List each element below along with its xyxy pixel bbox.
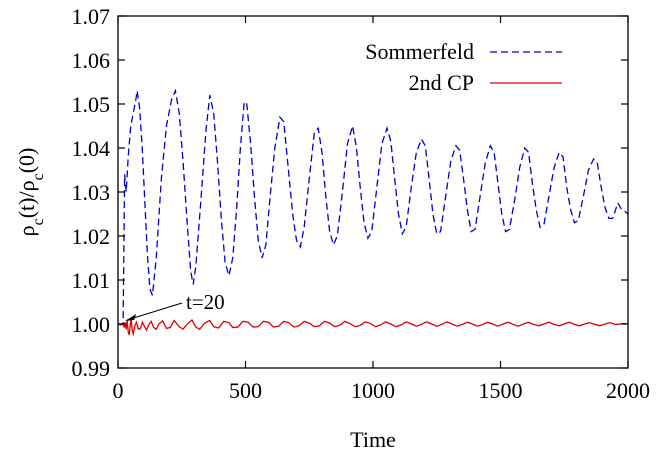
x-tick-label: 2000	[606, 378, 650, 403]
y-tick-label: 1.07	[72, 4, 111, 29]
y-tick-label: 1.02	[72, 224, 111, 249]
annotation-label: t=20	[186, 290, 225, 314]
annotation-arrow	[126, 302, 183, 321]
x-tick-label: 1000	[351, 378, 395, 403]
y-tick-label: 1.05	[72, 92, 111, 117]
y-tick-label: 1.06	[72, 48, 111, 73]
legend-label: Sommerfeld	[365, 39, 474, 64]
legend: Sommerfeld 2nd CP	[365, 39, 562, 95]
y-tick-label: 1.03	[72, 180, 111, 205]
legend-label: 2nd CP	[409, 70, 474, 95]
x-tick-label: 0	[113, 378, 124, 403]
annotation-arrowhead	[125, 314, 137, 321]
y-tick-label: 1.00	[72, 312, 111, 337]
y-tick-label: 1.04	[72, 136, 111, 161]
y-axis-title: ρc(t)/ρc(0)	[14, 148, 47, 237]
y-tick-label: 0.99	[72, 356, 111, 381]
y-tick-label: 1.01	[72, 268, 111, 293]
plot-lines	[117, 88, 629, 337]
x-tick-label: 500	[229, 378, 262, 403]
plot-frame	[117, 15, 629, 369]
annotation: t=20	[125, 290, 225, 321]
x-axis-title: Time	[350, 427, 396, 452]
series-line-2nd-cp	[117, 319, 629, 337]
x-tick-label: 1500	[479, 378, 523, 403]
series-line-sommerfeld	[118, 88, 629, 325]
axis-ticks: 0 500 1000 1500 2000 0.99 1.00 1.01 1.02 1.03 1.04…	[72, 4, 651, 403]
